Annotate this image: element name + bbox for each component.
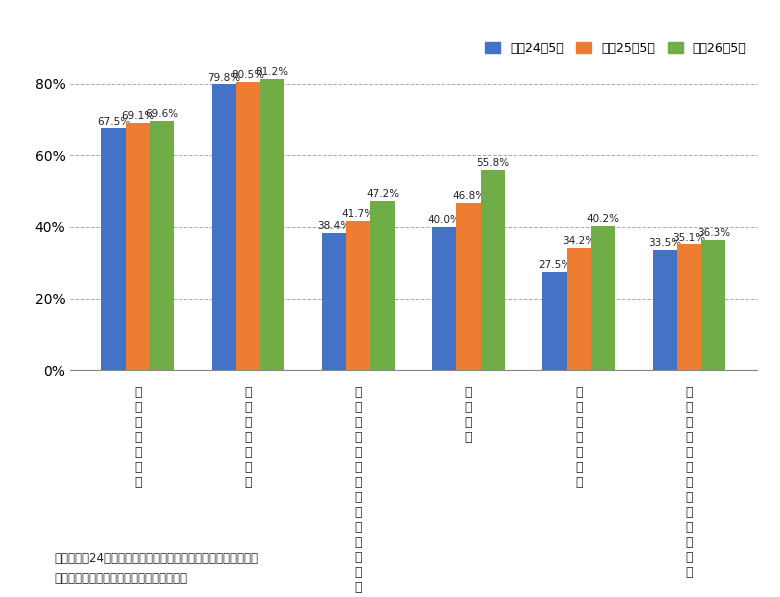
Text: 40.2%: 40.2% xyxy=(587,214,619,224)
Legend: 平成24年5月, 平成25年5月, 平成26年5月: 平成24年5月, 平成25年5月, 平成26年5月 xyxy=(481,38,750,59)
Text: 79.8%: 79.8% xyxy=(207,72,240,82)
Text: 体
育
館
の
ト
イ
レ: 体 育 館 の ト イ レ xyxy=(244,386,252,490)
Bar xyxy=(566,248,591,370)
Bar xyxy=(591,226,615,370)
Bar xyxy=(150,121,174,370)
Bar xyxy=(370,201,395,370)
Text: 27.5%: 27.5% xyxy=(538,260,571,270)
Bar xyxy=(456,202,480,370)
Text: 屋
外
利
用
ト
イ
レ: 屋 外 利 用 ト イ レ xyxy=(134,386,141,490)
Bar xyxy=(322,233,346,370)
Text: 出典：文部科学省資料をもとに内閣府作成: 出典：文部科学省資料をもとに内閣府作成 xyxy=(55,572,188,585)
Text: 35.1%: 35.1% xyxy=(672,233,706,242)
Text: 69.6%: 69.6% xyxy=(146,109,179,119)
Text: 40.0%: 40.0% xyxy=(428,215,461,225)
Bar xyxy=(211,84,236,370)
Text: 41.7%: 41.7% xyxy=(342,209,375,219)
Text: 46.8%: 46.8% xyxy=(452,190,485,201)
Text: 34.2%: 34.2% xyxy=(562,236,595,246)
Text: 80.5%: 80.5% xyxy=(232,70,264,80)
Text: 36.3%: 36.3% xyxy=(697,228,730,238)
Text: 47.2%: 47.2% xyxy=(366,189,399,199)
Text: 81.2%: 81.2% xyxy=(256,67,289,78)
Text: 38.4%: 38.4% xyxy=(317,221,350,231)
Bar xyxy=(653,250,677,370)
Text: 33.5%: 33.5% xyxy=(648,238,681,248)
Text: 自
家
発
電
設
備
等: 自 家 発 電 設 備 等 xyxy=(575,386,583,490)
Bar xyxy=(701,240,725,370)
Bar xyxy=(432,227,456,370)
Bar xyxy=(542,272,566,370)
Text: 67.5%: 67.5% xyxy=(97,116,130,127)
Bar xyxy=(677,244,701,370)
Bar xyxy=(480,170,505,370)
Bar xyxy=(126,122,150,370)
Text: 55.8%: 55.8% xyxy=(477,158,509,168)
Text: （注）平成24年調査は、岩手県、宮城県、福島県は含まない。: （注）平成24年調査は、岩手県、宮城県、福島県は含まない。 xyxy=(55,552,259,565)
Text: 豯
水
槽
、
プ
ー
ル
の
浄
水
装
置
等: 豯 水 槽 、 プ ー ル の 浄 水 装 置 等 xyxy=(686,386,693,579)
Bar xyxy=(346,221,370,370)
Bar xyxy=(261,79,285,370)
Bar xyxy=(101,128,126,370)
Text: 通
信
装
置: 通 信 装 置 xyxy=(465,386,472,444)
Text: 防
災
倉
庫
／
備
蓄
倉
庫
（
学
校
敷
地
内
）: 防 災 倉 庫 ／ 備 蓄 倉 庫 （ 学 校 敷 地 内 ） xyxy=(355,386,362,597)
Bar xyxy=(236,82,261,370)
Text: 69.1%: 69.1% xyxy=(121,111,154,121)
